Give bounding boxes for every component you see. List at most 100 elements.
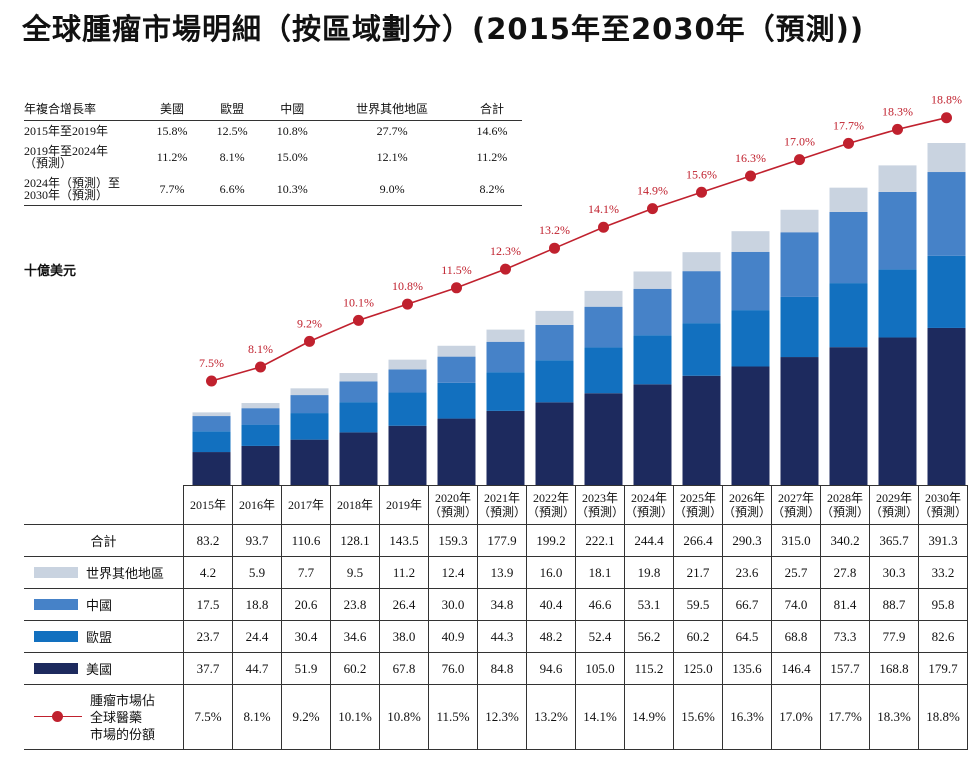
share-row: 腫瘤市場佔 全球醫藥 市場的份額 7.5% 8.1% 9.2% 10.1% 10.8% 11.5…: [24, 684, 968, 750]
data-cell: 77.9: [869, 620, 919, 653]
share-line: [211, 116, 947, 382]
data-cell: 73.3: [820, 620, 870, 653]
data-cell: 8.1%: [232, 684, 282, 750]
bar-segment: [241, 403, 280, 409]
data-cell: 159.3: [428, 524, 478, 557]
data-cell: 168.8: [869, 652, 919, 685]
data-cell: 128.1: [330, 524, 380, 557]
data-cell: 66.7: [722, 588, 772, 621]
cagr-header: 合計: [461, 98, 522, 121]
data-cell: 9.2%: [281, 684, 331, 750]
bar-segment: [192, 412, 231, 417]
share-point: [843, 137, 854, 149]
year-header: 2018年: [330, 485, 380, 525]
cagr-period: 2024年（預測）至 2030年（預測）: [24, 173, 142, 206]
bar-segment: [388, 369, 427, 393]
data-cell: 222.1: [575, 524, 625, 557]
data-cell: 26.4: [379, 588, 429, 621]
data-cell: 24.4: [232, 620, 282, 653]
data-cell: 7.5%: [183, 684, 233, 750]
share-label: 15.6%: [686, 167, 717, 181]
bar-segment: [339, 402, 378, 433]
legend-label: 腫瘤市場佔 全球醫藥 市場的份額: [90, 692, 155, 743]
data-cell: 7.7: [281, 556, 331, 589]
bar-segment: [829, 187, 868, 212]
bar-segment: [339, 373, 378, 382]
data-cell: 315.0: [771, 524, 821, 557]
bar-segment: [241, 424, 280, 446]
data-cell: 340.2: [820, 524, 870, 557]
legend-entry: 美國: [24, 659, 183, 678]
share-point: [647, 203, 658, 215]
data-cell: 52.4: [575, 620, 625, 653]
data-cell: 16.0: [526, 556, 576, 589]
bar-segment: [437, 418, 476, 485]
bar-segment: [682, 271, 721, 324]
data-cell: 56.2: [624, 620, 674, 653]
data-cell: 14.1%: [575, 684, 625, 750]
year-line: 2018年: [336, 498, 373, 512]
data-cell: 74.0: [771, 588, 821, 621]
year-header: 2030年 （預測）: [918, 485, 968, 525]
bar-segment: [780, 296, 819, 358]
cagr-row: 2024年（預測）至 2030年（預測） 7.7% 6.6% 10.3% 9.0% 8.2%: [24, 173, 522, 206]
bar-segment: [388, 425, 427, 485]
cagr-header: 美國: [142, 98, 203, 121]
total-label: 合計: [90, 534, 117, 549]
cagr-header: 中國: [262, 98, 323, 121]
bar-segment: [486, 341, 525, 373]
row-label: 歐盟: [24, 620, 184, 653]
cagr-value: 11.2%: [476, 150, 508, 164]
data-cell: 110.6: [281, 524, 331, 557]
data-cell: 44.7: [232, 652, 282, 685]
bar-segment: [584, 393, 623, 485]
data-cell: 177.9: [477, 524, 527, 557]
year-header: 2026年 （預測）: [722, 485, 772, 525]
share-label: 13.2%: [539, 223, 570, 237]
bar-segment: [388, 359, 427, 370]
data-cell: 15.6%: [673, 684, 723, 750]
year-line: 2017年: [287, 498, 324, 512]
data-cell: 11.2: [379, 556, 429, 589]
bar-segment: [535, 360, 574, 403]
cagr-value: 14.6%: [476, 124, 508, 138]
legend-label: 中國: [86, 598, 113, 613]
data-cell: 16.3%: [722, 684, 772, 750]
bar-segment: [682, 323, 721, 376]
bar-segment: [633, 288, 672, 336]
stacked-bar-chart: 7.5% 8.1% 9.2% 10.1% 10.8% 11.5% 12.3% 13.2% 14.…: [192, 93, 966, 485]
year-line: 2029年: [875, 491, 912, 505]
bar-segment: [878, 191, 917, 270]
legend-swatch: [34, 567, 78, 578]
year-line: 2027年: [777, 491, 814, 505]
cagr-period-line: 2024年（預測）至: [24, 176, 121, 190]
bar-segment: [339, 432, 378, 485]
data-cell: 44.3: [477, 620, 527, 653]
share-point: [745, 170, 756, 182]
bar-segment: [486, 372, 525, 411]
data-cell: 81.4: [820, 588, 870, 621]
bar-segment: [486, 410, 525, 485]
cagr-value: 6.6%: [202, 173, 263, 206]
data-cell: 12.4: [428, 556, 478, 589]
legend-entry: 世界其他地區: [24, 563, 183, 582]
total-row: 合計 83.2 93.7 110.6 128.1 143.5 159.3 177.9 199.2…: [24, 524, 968, 557]
share-label: 10.1%: [343, 295, 374, 309]
data-cell: 10.1%: [330, 684, 380, 750]
bar-segment: [780, 357, 819, 485]
data-cell: 76.0: [428, 652, 478, 685]
data-cell: 13.9: [477, 556, 527, 589]
data-cell: 23.6: [722, 556, 772, 589]
bar-segment: [584, 290, 623, 307]
cagr-period-line: （預測）: [24, 156, 73, 170]
year-line: 2021年: [483, 491, 520, 505]
page-title: 全球腫瘤市場明細（按區域劃分）(2015年至2030年（預測)): [22, 12, 865, 46]
year-line: 2028年: [826, 491, 863, 505]
bar-segment: [437, 382, 476, 419]
data-cell: 17.0%: [771, 684, 821, 750]
cagr-value: 12.1%: [376, 150, 408, 164]
bar-segment: [290, 413, 329, 440]
data-cell: 27.8: [820, 556, 870, 589]
year-line: 2022年: [532, 491, 569, 505]
cagr-header: 年複合增長率: [24, 98, 142, 121]
